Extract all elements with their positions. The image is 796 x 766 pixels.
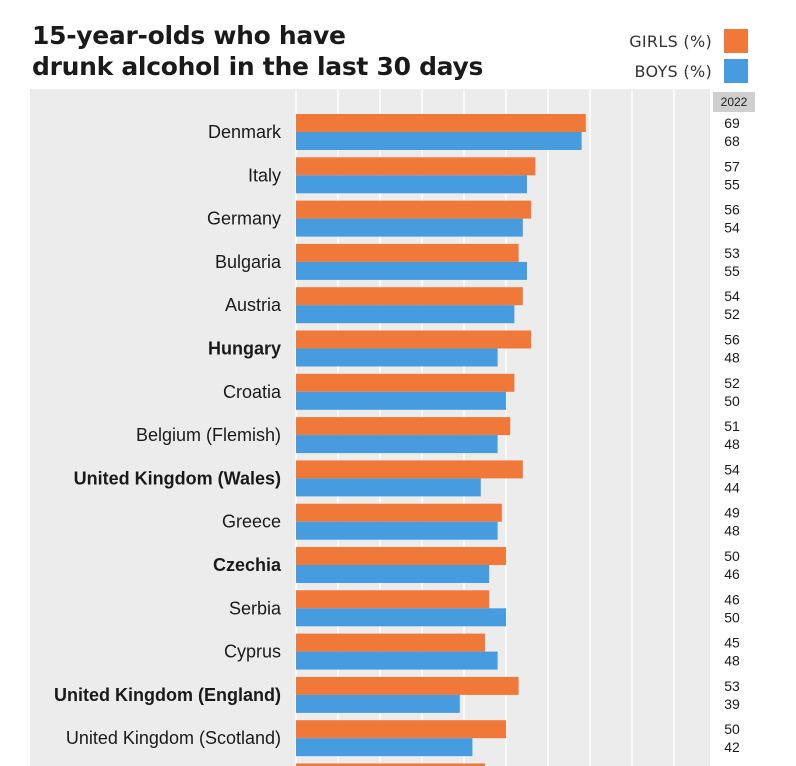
value-label-boys-cyprus: 48 xyxy=(724,653,740,669)
value-label-girls-hungary: 56 xyxy=(724,332,740,348)
value-label-boys-united-kingdom-scotland: 42 xyxy=(724,739,740,755)
category-label-united-kingdom-england: United Kingdom (England) xyxy=(54,685,281,705)
value-label-boys-germany: 54 xyxy=(724,220,740,236)
bar-girls-cyprus xyxy=(296,633,485,652)
bar-boys-denmark xyxy=(296,132,582,150)
category-label-belgium-flemish: Belgium (Flemish) xyxy=(136,425,281,445)
bar-boys-austria xyxy=(296,305,515,324)
bar-girls-united-kingdom-scotland xyxy=(296,720,506,739)
value-label-boys-belgium-flemish: 48 xyxy=(724,436,740,452)
value-label-boys-serbia: 50 xyxy=(724,609,740,625)
bar-girls-greece xyxy=(296,503,502,522)
category-label-united-kingdom-wales: United Kingdom (Wales) xyxy=(74,468,281,488)
bar-boys-belgium-flemish xyxy=(296,435,498,454)
category-label-germany: Germany xyxy=(207,209,281,229)
category-label-cyprus: Cyprus xyxy=(224,642,281,662)
chart-legend: GIRLS (%) BOYS (%) xyxy=(629,26,748,86)
bar-girls-serbia xyxy=(296,590,490,609)
bar-boys-united-kingdom-england xyxy=(296,694,460,713)
value-label-girls-united-kingdom-wales: 54 xyxy=(724,461,740,477)
value-label-girls-italy: 57 xyxy=(724,158,740,174)
category-label-italy: Italy xyxy=(248,165,281,185)
value-label-boys-united-kingdom-england: 39 xyxy=(724,696,740,712)
bar-girls-austria xyxy=(296,287,523,306)
value-label-girls-croatia: 52 xyxy=(724,375,740,391)
value-label-boys-bulgaria: 55 xyxy=(724,263,740,279)
category-label-austria: Austria xyxy=(225,295,282,315)
bar-girls-next-partial xyxy=(296,763,485,766)
legend-item-boys: BOYS (%) xyxy=(629,56,748,86)
value-label-boys-croatia: 50 xyxy=(724,393,740,409)
value-label-girls-denmark: 69 xyxy=(724,115,740,131)
value-label-girls-czechia: 50 xyxy=(724,548,740,564)
value-label-boys-denmark: 68 xyxy=(724,133,740,149)
value-label-boys-hungary: 48 xyxy=(724,350,740,366)
value-label-girls-cyprus: 45 xyxy=(724,635,740,651)
value-label-girls-united-kingdom-england: 53 xyxy=(724,678,740,694)
bar-girls-czechia xyxy=(296,547,506,565)
value-label-boys-greece: 48 xyxy=(724,523,740,539)
value-label-girls-belgium-flemish: 51 xyxy=(724,418,740,434)
bar-boys-united-kingdom-scotland xyxy=(296,738,473,757)
category-label-greece: Greece xyxy=(222,512,281,532)
chart-title-line-1: 15-year-olds who have xyxy=(32,21,346,50)
bar-boys-italy xyxy=(296,175,527,194)
value-label-girls-serbia: 46 xyxy=(724,591,740,607)
value-column xyxy=(710,89,756,766)
bar-girls-bulgaria xyxy=(296,243,519,262)
legend-swatch-girls xyxy=(724,29,748,53)
category-label-croatia: Croatia xyxy=(223,382,282,402)
category-label-hungary: Hungary xyxy=(208,339,281,359)
bar-boys-croatia xyxy=(296,391,506,410)
bar-girls-croatia xyxy=(296,373,515,392)
category-label-czechia: Czechia xyxy=(213,555,282,575)
bar-boys-hungary xyxy=(296,348,498,367)
category-label-bulgaria: Bulgaria xyxy=(215,252,282,272)
value-label-boys-united-kingdom-wales: 44 xyxy=(724,479,740,495)
bar-girls-united-kingdom-wales xyxy=(296,460,523,479)
bar-boys-united-kingdom-wales xyxy=(296,478,481,497)
value-label-girls-germany: 56 xyxy=(724,202,740,218)
bar-boys-serbia xyxy=(296,608,506,627)
bar-girls-italy xyxy=(296,157,536,176)
bar-boys-germany xyxy=(296,218,523,237)
bar-girls-hungary xyxy=(296,330,532,349)
value-column-header: 2022 xyxy=(713,92,755,112)
legend-swatch-boys xyxy=(724,59,748,83)
value-label-girls-bulgaria: 53 xyxy=(724,245,740,261)
value-label-girls-united-kingdom-scotland: 50 xyxy=(724,721,740,737)
legend-label-girls: GIRLS (%) xyxy=(629,31,712,51)
bar-boys-bulgaria xyxy=(296,261,527,280)
value-label-boys-italy: 55 xyxy=(724,176,740,192)
category-label-serbia: Serbia xyxy=(229,598,282,618)
legend-label-boys: BOYS (%) xyxy=(634,61,712,81)
bar-boys-cyprus xyxy=(296,651,498,670)
bar-girls-belgium-flemish xyxy=(296,417,511,436)
bar-girls-germany xyxy=(296,200,532,219)
chart-title-line-2: drunk alcohol in the last 30 days xyxy=(32,52,484,81)
legend-item-girls: GIRLS (%) xyxy=(629,26,748,56)
value-label-boys-czechia: 46 xyxy=(724,566,740,582)
bar-girls-united-kingdom-england xyxy=(296,676,519,695)
value-label-boys-austria: 52 xyxy=(724,306,740,322)
chart-title: 15-year-olds who have drunk alcohol in t… xyxy=(32,20,483,82)
value-label-girls-austria: 54 xyxy=(724,288,740,304)
bar-boys-czechia xyxy=(296,565,490,583)
bar-boys-greece xyxy=(296,521,498,540)
value-label-girls-greece: 49 xyxy=(724,505,740,521)
bar-girls-denmark xyxy=(296,114,586,132)
category-label-united-kingdom-scotland: United Kingdom (Scotland) xyxy=(66,728,281,748)
category-label-denmark: Denmark xyxy=(208,122,282,142)
